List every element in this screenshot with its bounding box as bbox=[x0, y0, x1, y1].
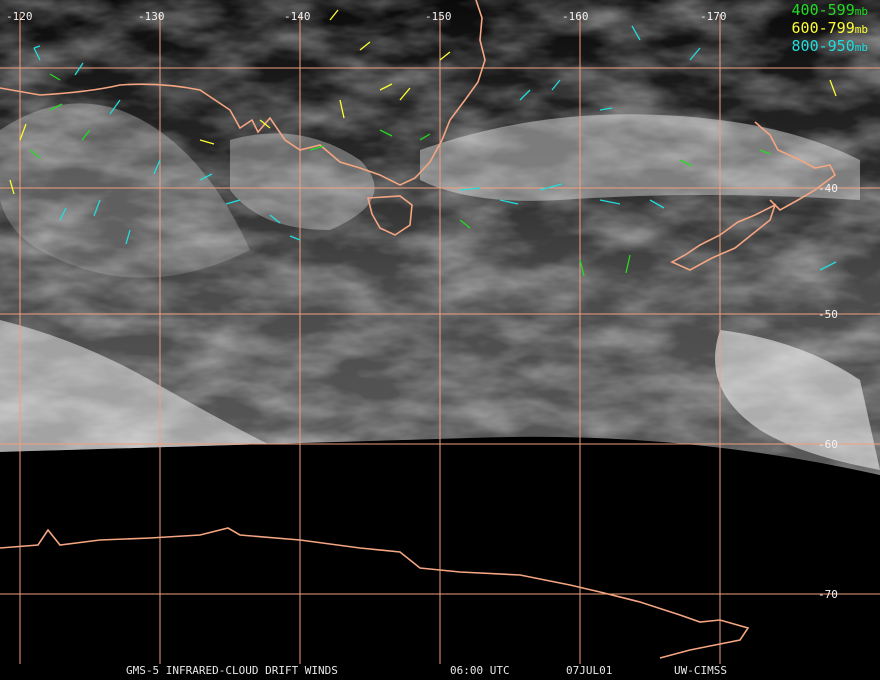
cloud-drift-wind-barbs bbox=[9, 9, 837, 277]
legend-range: 600-799 bbox=[791, 19, 855, 37]
graticule bbox=[0, 14, 880, 664]
legend-entry-800-950: 800-950mb bbox=[792, 38, 868, 56]
lon-label-150: -150 bbox=[425, 10, 452, 23]
caption-time: 06:00 UTC bbox=[450, 664, 510, 677]
lon-label-140: -140 bbox=[284, 10, 311, 23]
lon-label-160: -160 bbox=[562, 10, 589, 23]
caption-date: 07JUL01 bbox=[566, 664, 613, 677]
lon-label-130: -130 bbox=[138, 10, 165, 23]
image-caption: GMS-5 INFRARED-CLOUD DRIFT WINDS 06:00 U… bbox=[0, 664, 880, 678]
lat-label-50: -50 bbox=[818, 308, 838, 321]
legend-entry-600-799: 600-799mb bbox=[792, 20, 868, 38]
north-island-coast bbox=[754, 121, 837, 211]
lat-label-40: -40 bbox=[818, 182, 838, 195]
lon-label-170: -170 bbox=[700, 10, 727, 23]
legend-unit: mb bbox=[854, 41, 868, 54]
legend-unit: mb bbox=[854, 23, 868, 36]
lon-label-120: -120 bbox=[6, 10, 33, 23]
legend-entry-400-599: 400-599mb bbox=[792, 2, 868, 20]
coastlines bbox=[0, 0, 837, 659]
legend-unit: mb bbox=[854, 5, 868, 18]
tasmania-coast bbox=[366, 195, 413, 236]
antarctica-coast bbox=[0, 527, 750, 659]
legend-range: 800-950 bbox=[791, 37, 855, 55]
legend-range: 400-599 bbox=[791, 1, 855, 19]
lat-label-60: -60 bbox=[818, 438, 838, 451]
south-island-coast bbox=[670, 203, 777, 271]
pressure-legend: 400-599mb 600-799mb 800-950mb bbox=[792, 2, 868, 56]
caption-source: UW-CIMSS bbox=[674, 664, 727, 677]
lat-label-70: -70 bbox=[818, 588, 838, 601]
caption-product: GMS-5 INFRARED-CLOUD DRIFT WINDS bbox=[126, 664, 338, 677]
australia-coast bbox=[0, 0, 486, 186]
